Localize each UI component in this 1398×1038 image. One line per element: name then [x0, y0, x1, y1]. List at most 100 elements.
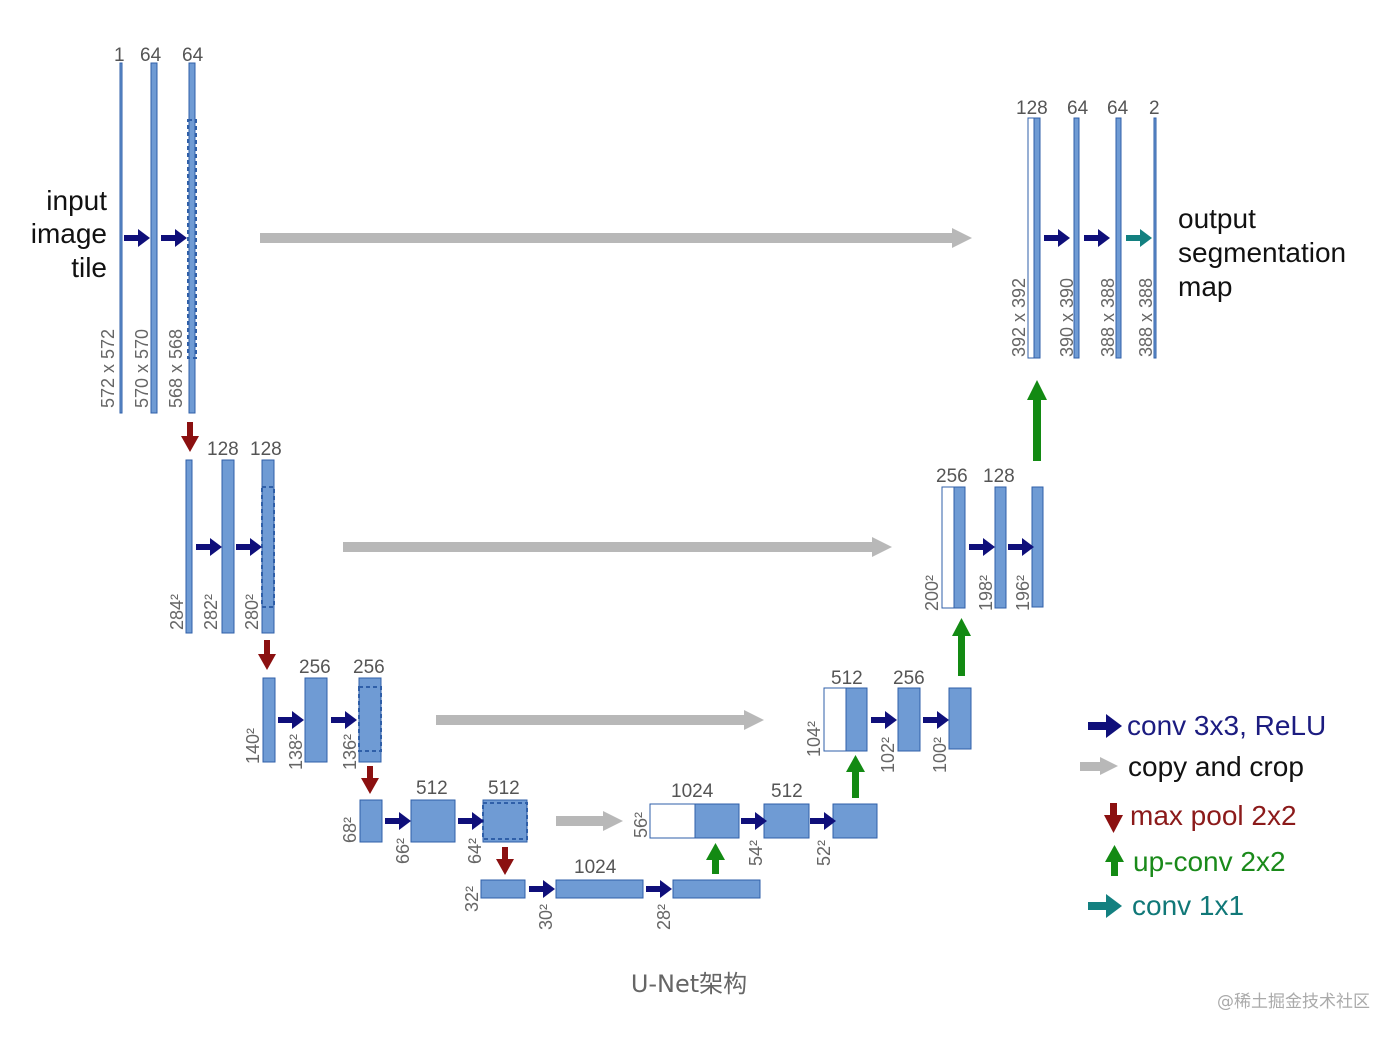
copied-feature-map [823, 687, 847, 752]
output-label-line: segmentation [1178, 237, 1346, 268]
crop-region [187, 119, 197, 359]
size-label: 570 x 570 [132, 329, 152, 408]
channel-label: 128 [1016, 98, 1048, 119]
legend-label: conv 3x3, ReLU [1127, 710, 1326, 741]
size-label: 104² [804, 721, 824, 757]
legend-label: max pool 2x2 [1130, 800, 1297, 831]
feature-map [359, 799, 383, 843]
size-label: 280² [242, 594, 262, 630]
feature-map [694, 803, 740, 839]
channel-label: 2 [1149, 98, 1160, 119]
channel-label: 64 [182, 45, 204, 66]
max-pool-arrow-icon [181, 422, 199, 452]
feature-map [480, 879, 526, 899]
feature-map [897, 687, 921, 752]
conv-arrow-icon [278, 711, 304, 729]
conv-arrow-icon [124, 229, 150, 247]
conv-arrow-icon [646, 880, 672, 898]
max-pool-arrow-icon [496, 847, 514, 875]
feature-map [304, 677, 328, 763]
feature-map [953, 486, 966, 609]
decoder-level-2: 256 128 200² 198² 196² [922, 380, 1047, 611]
conv-arrow-icon [236, 538, 262, 556]
up-conv-arrow-icon [846, 755, 865, 798]
size-label: 28² [654, 904, 674, 930]
legend-label: conv 1x1 [1132, 890, 1244, 921]
feature-map [555, 879, 644, 899]
feature-map [358, 677, 382, 763]
conv-1x1-arrow-icon [1126, 229, 1152, 247]
channel-label: 256 [299, 657, 331, 678]
decoder-level-1: 128 64 64 2 392 x 392 390 x 390 388 x 38… [1009, 98, 1346, 359]
conv-arrow-icon [1084, 229, 1110, 247]
encoder-level-1: 1 64 64 572 x 572 570 x 570 568 x 568 in… [31, 45, 204, 452]
output-label-line: output [1178, 203, 1256, 234]
copied-feature-map [941, 486, 955, 609]
channel-label: 64 [1067, 98, 1089, 119]
bottleneck: 1024 32² 30² 28² [462, 857, 761, 930]
feature-map [410, 799, 456, 843]
feature-map [832, 803, 878, 839]
feature-map [119, 62, 123, 414]
decoder-level-4: 1024 512 56² 54² 52² [631, 755, 878, 874]
encoder-level-2: 128 128 284² 282² 280² [167, 439, 282, 670]
max-pool-arrow-icon [361, 766, 379, 794]
watermark: @稀土掘金技术社区 [1217, 992, 1370, 1012]
channel-label: 64 [140, 45, 162, 66]
up-conv-arrow-icon [952, 618, 971, 676]
size-label: 198² [976, 575, 996, 611]
feature-map [150, 62, 158, 414]
channel-label: 128 [207, 439, 239, 460]
decoder-level-3: 512 256 104² 102² 100² [804, 618, 972, 773]
copy-crop-arrow-icon [343, 537, 892, 557]
size-label: 100² [930, 737, 950, 773]
conv-arrow-icon [871, 711, 897, 729]
copied-feature-map [649, 803, 696, 839]
feature-map [672, 879, 761, 899]
size-label: 392 x 392 [1009, 278, 1029, 357]
size-label: 572 x 572 [98, 329, 118, 408]
size-label: 390 x 390 [1057, 278, 1077, 357]
channel-label: 1024 [671, 781, 714, 802]
max-pool-arrow-icon [258, 640, 276, 670]
channel-label: 256 [936, 466, 968, 487]
conv-arrow-icon [1044, 229, 1070, 247]
feature-map [763, 803, 810, 839]
arrow-down-icon [1104, 803, 1123, 833]
size-label: 64² [465, 838, 485, 864]
conv-arrow-icon [161, 229, 187, 247]
feature-map [482, 799, 528, 843]
size-label: 32² [462, 886, 482, 912]
arrow-right-grey-icon [1080, 757, 1118, 775]
legend: conv 3x3, ReLU copy and crop max pool 2x… [1080, 710, 1326, 921]
channel-label: 256 [893, 668, 925, 689]
feature-map [845, 687, 868, 752]
copy-crop-arrow-icon [436, 710, 764, 730]
channel-label: 512 [831, 668, 863, 689]
size-label: 138² [286, 734, 306, 770]
conv-arrow-icon [1008, 538, 1034, 556]
conv-arrow-icon [741, 812, 767, 830]
conv-arrow-icon [810, 812, 836, 830]
conv-arrow-icon [331, 711, 357, 729]
legend-label: up-conv 2x2 [1133, 846, 1286, 877]
channel-label: 512 [488, 778, 520, 799]
input-label-line: input [46, 185, 107, 216]
crop-region [358, 686, 382, 752]
copy-crop-arrow-icon [260, 228, 972, 248]
channel-label: 64 [1107, 98, 1129, 119]
channel-label: 128 [250, 439, 282, 460]
size-label: 568 x 568 [166, 329, 186, 408]
arrow-right-teal-icon [1088, 894, 1122, 918]
feature-map [948, 687, 972, 750]
size-label: 54² [746, 840, 766, 866]
size-label: 140² [243, 728, 263, 764]
size-label: 388 x 388 [1098, 278, 1118, 357]
copy-crop-arrow-icon [556, 811, 623, 831]
feature-map [188, 62, 196, 414]
size-label: 52² [814, 840, 834, 866]
channel-label: 128 [983, 466, 1015, 487]
conv-arrow-icon [385, 812, 411, 830]
arrow-right-icon [1088, 714, 1122, 738]
